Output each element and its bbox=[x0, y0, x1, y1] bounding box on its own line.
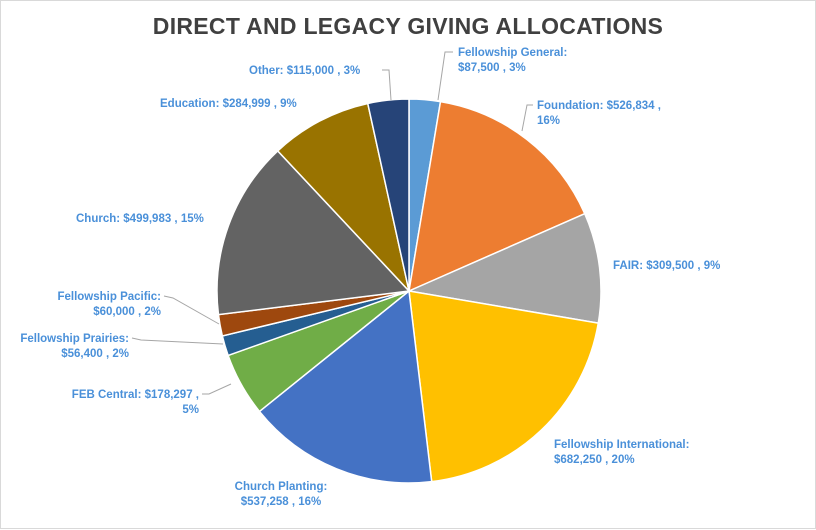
data-label-other: Other: $115,000 , 3% bbox=[249, 65, 360, 77]
data-label-line: $56,400 , 2% bbox=[61, 348, 129, 360]
pie-slice-church-planting bbox=[258, 289, 433, 484]
data-label-fellowship-international: Fellowship International: $682,250 , 20% bbox=[554, 439, 689, 466]
leader-line-other bbox=[382, 69, 392, 101]
data-label-line: Fellowship International: bbox=[554, 439, 689, 451]
data-label-line: 16% bbox=[537, 115, 560, 127]
data-label-fellowship-pacific: Fellowship Pacific: $60,000 , 2% bbox=[57, 291, 161, 318]
pie-slice-foundation bbox=[408, 100, 586, 293]
data-label-line: Fellowship Prairies: bbox=[20, 333, 129, 345]
leader-line-foundation bbox=[521, 104, 533, 132]
data-label-education: Education: $284,999 , 9% bbox=[160, 98, 297, 110]
data-label-line: Education: $284,999 , 9% bbox=[160, 98, 297, 110]
data-label-line: Foundation: $526,834 , bbox=[537, 100, 661, 112]
data-label-feb-central: FEB Central: $178,297 , 5% bbox=[72, 389, 199, 416]
data-label-line: $537,258 , 16% bbox=[241, 496, 322, 508]
leader-line-fellowship-prairies bbox=[131, 337, 224, 345]
pie-slice-fellowship-international bbox=[408, 290, 600, 483]
data-label-line: $87,500 , 3% bbox=[458, 62, 526, 74]
data-label-line: $682,250 , 20% bbox=[554, 454, 635, 466]
leader-line-feb-central bbox=[202, 383, 232, 395]
data-label-line: Fellowship General: bbox=[458, 47, 567, 59]
data-label-line: Fellowship Pacific: bbox=[57, 291, 161, 303]
data-label-church: Church: $499,983 , 15% bbox=[76, 213, 204, 225]
data-label-line: $60,000 , 2% bbox=[93, 306, 161, 318]
data-label-foundation: Foundation: $526,834 , 16% bbox=[537, 100, 661, 127]
leader-line-fellowship-pacific bbox=[163, 295, 220, 325]
pie-slice-education bbox=[276, 102, 411, 294]
data-label-line: FAIR: $309,500 , 9% bbox=[613, 260, 720, 272]
pie-slice-other bbox=[366, 98, 410, 292]
data-label-church-planting: Church Planting: $537,258 , 16% bbox=[235, 481, 328, 508]
data-label-line: 5% bbox=[182, 404, 199, 416]
pie-slice-church bbox=[216, 149, 411, 316]
data-label-fellowship-general: Fellowship General: $87,500 , 3% bbox=[458, 47, 567, 74]
chart-title: DIRECT AND LEGACY GIVING ALLOCATIONS bbox=[152, 13, 664, 39]
data-label-line: Church: $499,983 , 15% bbox=[76, 213, 204, 225]
data-label-fellowship-prairies: Fellowship Prairies: $56,400 , 2% bbox=[20, 333, 129, 360]
data-label-line: Other: $115,000 , 3% bbox=[249, 65, 360, 77]
leader-line-fellowship-general bbox=[437, 51, 453, 101]
data-label-fair: FAIR: $309,500 , 9% bbox=[613, 260, 720, 272]
data-label-line: Church Planting: bbox=[235, 481, 328, 493]
pie-slice-fair bbox=[406, 212, 602, 324]
data-label-line: FEB Central: $178,297 , bbox=[72, 389, 199, 401]
